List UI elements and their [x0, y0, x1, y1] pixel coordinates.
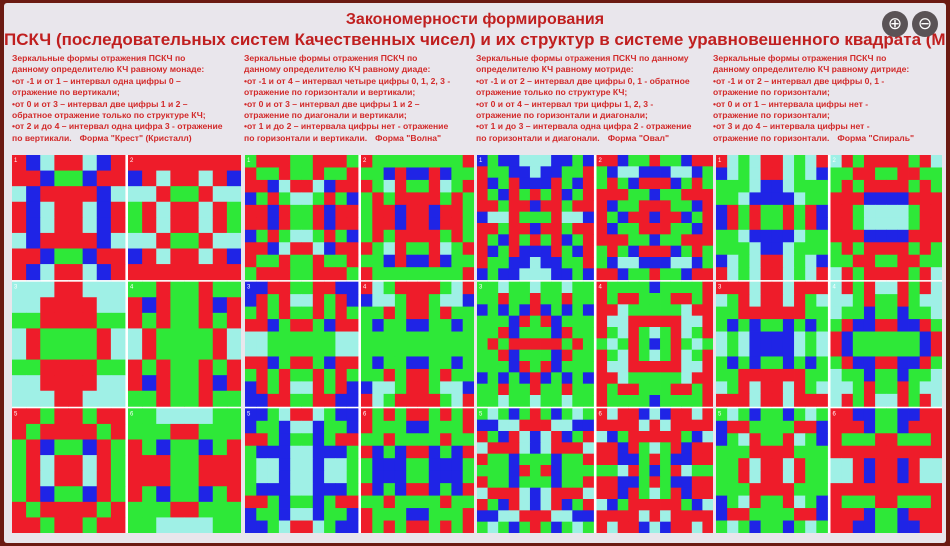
mosaic-tile: 1	[477, 155, 594, 281]
tile-number: 3	[479, 285, 483, 291]
mosaic-tile: 1	[716, 155, 828, 281]
mosaic-tile: 3	[12, 281, 126, 407]
mosaic-oval: 1 2 3 4 5 6	[477, 155, 713, 533]
mosaic-cross: 1 2 3 4 5 6	[12, 155, 241, 533]
tile-number: 6	[599, 411, 603, 417]
mosaic-tile: 4	[361, 281, 474, 407]
mosaic-tile: 4	[830, 281, 942, 407]
mosaic-panel-oval: 1 2 3 4 5 6	[477, 155, 713, 533]
mosaic-panel-spiral: 1 2 3 4 5 6	[716, 155, 942, 533]
poster-subtitle: ПСКЧ (последовательных систем Качественн…	[4, 30, 946, 49]
mosaic-tile: 5	[245, 408, 359, 533]
tile-number: 6	[130, 411, 134, 417]
mosaic-tile: 6	[361, 408, 474, 533]
tile-number: 4	[363, 285, 367, 291]
mosaic-spiral: 1 2 3 4 5 6	[716, 155, 942, 533]
tile-number: 1	[247, 158, 251, 164]
poster-title: Закономерности формирования	[345, 11, 605, 28]
mosaic-tile: 3	[245, 281, 359, 407]
tile-number: 4	[833, 285, 837, 291]
mosaic-tile: 5	[477, 408, 594, 533]
mosaic-tile: 4	[128, 281, 241, 407]
mosaic-tile: 1	[12, 155, 126, 281]
mosaic-wave: 1 2 3 4 5 6	[245, 155, 474, 533]
description-monad: Зеркальные формы отражения ПСКЧ по данно…	[12, 53, 223, 143]
mosaic-tile: 3	[716, 281, 828, 407]
tile-number: 5	[718, 411, 722, 417]
mosaic-tile: 6	[128, 408, 241, 533]
tile-number: 5	[247, 411, 251, 417]
mosaic-panel-wave: 1 2 3 4 5 6	[245, 155, 474, 533]
mosaic-panel-cross: 1 2 3 4 5 6	[12, 155, 241, 533]
description-motrid: Зеркальные формы отражения ПСКЧ по данно…	[476, 53, 692, 143]
tile-number: 5	[479, 411, 483, 417]
mosaic-tile: 4	[596, 281, 713, 407]
magnifier-plus-icon: ⊕	[887, 14, 903, 34]
tile-number: 3	[14, 285, 18, 291]
mosaic-tile: 2	[128, 155, 241, 281]
tile-number: 3	[247, 285, 251, 291]
mosaic-tile: 2	[596, 155, 713, 281]
mosaic-tile: 3	[477, 281, 594, 407]
tile-number: 1	[14, 158, 18, 164]
poster-board: Закономерности формирования ПСКЧ (послед…	[4, 3, 946, 543]
tile-number: 2	[363, 158, 367, 164]
form-label-cross: Форма "Крест" (Кристалл)	[79, 132, 192, 143]
form-label-spiral: Форма "Спираль"	[837, 132, 915, 143]
zoom-out-button[interactable]: ⊖	[912, 11, 938, 37]
tile-number: 5	[14, 411, 18, 417]
mosaic-tile: 2	[361, 155, 474, 281]
form-label-wave: Форма "Волна"	[375, 132, 442, 143]
tile-number: 3	[718, 285, 722, 291]
tile-number: 2	[130, 158, 134, 164]
mosaic-tile: 6	[596, 408, 713, 533]
tile-number: 4	[599, 285, 603, 291]
tile-number: 4	[130, 285, 134, 291]
tile-number: 6	[833, 411, 837, 417]
zoom-in-button[interactable]: ⊕	[882, 11, 908, 37]
form-label-oval: Форма "Овал"	[607, 132, 670, 143]
tile-number: 6	[363, 411, 367, 417]
mosaic-tile: 5	[716, 408, 828, 533]
tile-number: 1	[718, 158, 722, 164]
mosaic-tile: 2	[830, 155, 942, 281]
tile-number: 1	[479, 158, 483, 164]
magnifier-minus-icon: ⊖	[917, 14, 933, 34]
description-ditrid: Зеркальные формы отражения ПСКЧ по данно…	[713, 53, 915, 143]
mosaic-tile: 1	[245, 155, 359, 281]
mosaic-tile: 6	[830, 408, 942, 533]
tile-number: 2	[599, 158, 603, 164]
tile-number: 2	[833, 158, 837, 164]
description-dyad: Зеркальные формы отражения ПСКЧ по данно…	[244, 53, 451, 143]
mosaic-tile: 5	[12, 408, 126, 533]
